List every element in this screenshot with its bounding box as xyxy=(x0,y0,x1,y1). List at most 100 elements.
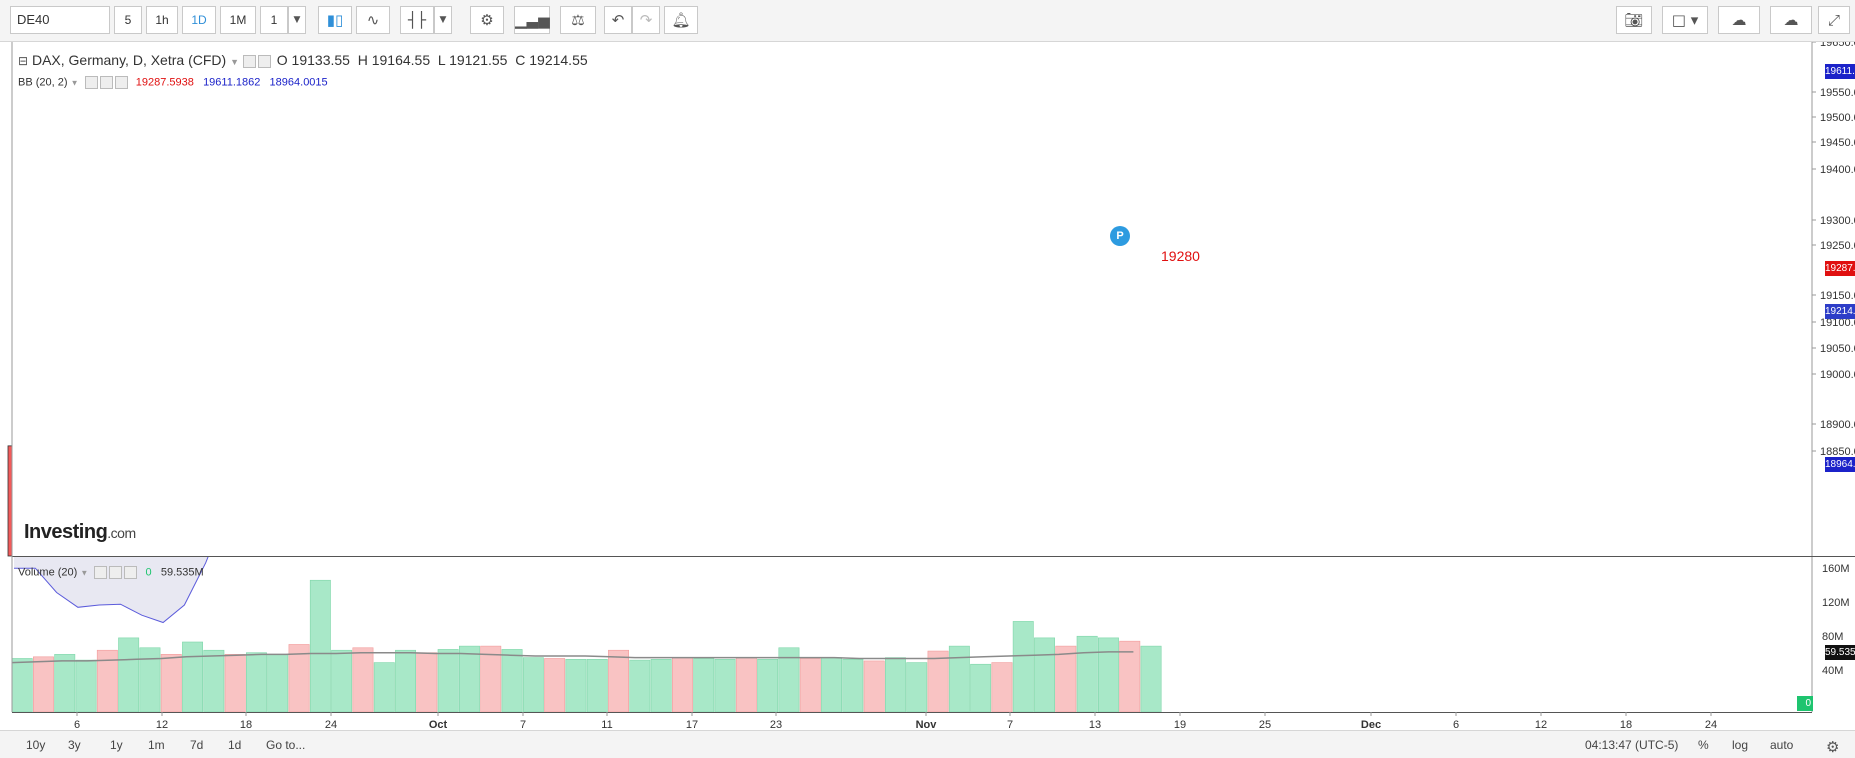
time-tick-label: 19 xyxy=(1174,719,1186,730)
toolbar: DE40 5 1h 1D 1M 1 ▼ ▮▯ ∿ ┤├ ▼ ⚙ ▁▃▅ ⚖ ↶ … xyxy=(0,0,1855,42)
volume-bar xyxy=(1140,645,1162,713)
fullscreen-icon[interactable]: ⤢ xyxy=(1818,6,1850,34)
volume-bar xyxy=(416,652,438,713)
undo-icon[interactable]: ↶ xyxy=(604,6,632,34)
interval-5[interactable]: 5 xyxy=(114,6,142,34)
time-tick-label: 23 xyxy=(770,719,782,730)
logo-text: Investing xyxy=(24,521,108,543)
upper-band-tag: 19611.19 xyxy=(1825,64,1855,79)
symbol-input[interactable]: DE40 xyxy=(10,6,110,34)
volume-bar xyxy=(54,654,76,713)
volume-bar xyxy=(842,658,864,713)
chevron-down-icon[interactable]: ▼ xyxy=(80,568,89,578)
last-price-tag: 19214.55 xyxy=(1825,304,1855,319)
close-icon[interactable] xyxy=(124,566,138,579)
volume-bar xyxy=(799,658,821,713)
volume-bar xyxy=(821,657,843,713)
volume-value: 59.535M xyxy=(160,566,204,579)
cloud-load-icon[interactable]: ☁ xyxy=(1770,6,1812,34)
range-1y[interactable]: 1y xyxy=(110,738,123,752)
settings-icon[interactable] xyxy=(99,76,113,89)
chevron-down-icon[interactable]: ▼ xyxy=(434,6,452,34)
chevron-down-icon[interactable]: ▼ xyxy=(288,6,306,34)
close-icon[interactable] xyxy=(114,76,128,89)
layout-icon[interactable]: □ ▾ xyxy=(1662,6,1708,34)
volume-bar xyxy=(991,662,1013,713)
settings-icon[interactable] xyxy=(257,54,271,68)
range-3y[interactable]: 3y xyxy=(68,738,81,752)
camera-icon[interactable]: 📷︎ xyxy=(1616,6,1652,34)
axes: 19650.00 19550.00 19500.00 19450.00 19400.00… xyxy=(11,42,1855,730)
volume-bar xyxy=(608,649,630,713)
range-1m[interactable]: 1m xyxy=(148,738,165,752)
time-tick-label: 24 xyxy=(1705,719,1717,730)
time-tick-label: Nov xyxy=(916,719,938,730)
volume-bar xyxy=(480,645,502,713)
price-tick-label: 18900.00 xyxy=(1820,419,1855,431)
range-10y[interactable]: 10y xyxy=(26,738,46,752)
compare-balance-icon[interactable]: ⚖ xyxy=(560,6,596,34)
hide-icon[interactable] xyxy=(84,76,98,89)
line-chart-icon[interactable]: ∿ xyxy=(356,6,390,34)
cloud-save-icon[interactable]: ☁ xyxy=(1718,6,1760,34)
legend-close: C 19214.55 xyxy=(515,52,588,68)
chart-count[interactable]: 1 xyxy=(260,6,288,34)
volume-tick-label: 80M xyxy=(1822,631,1843,643)
hide-icon[interactable] xyxy=(94,566,108,579)
price-tick-label: 18850.00 xyxy=(1820,446,1855,458)
volume-bar xyxy=(714,658,736,713)
collapse-icon[interactable]: ⊟ xyxy=(18,54,29,68)
bb-label: BB (20, 2) xyxy=(18,76,68,89)
alert-bell-icon[interactable]: 🔔︎ xyxy=(664,6,698,34)
candles-icon[interactable]: ▮▯ xyxy=(318,6,352,34)
settings-gear-icon[interactable]: ⚙ xyxy=(1826,738,1840,756)
volume-bar xyxy=(501,649,523,713)
time-tick-label: 18 xyxy=(240,719,252,730)
interval-1m[interactable]: 1M xyxy=(220,6,256,34)
bars-icon[interactable]: ┤├ xyxy=(400,6,434,34)
auto-toggle[interactable]: auto xyxy=(1770,738,1794,752)
chevron-down-icon[interactable]: ▼ xyxy=(230,57,239,67)
chevron-down-icon[interactable]: ▼ xyxy=(70,78,79,88)
volume-bar xyxy=(906,662,928,713)
volume-tick-label: 40M xyxy=(1822,665,1843,677)
time-tick-label: 12 xyxy=(156,719,168,730)
price-tick-label: 19000.00 xyxy=(1820,369,1855,381)
interval-1h[interactable]: 1h xyxy=(146,6,178,34)
goto-link[interactable]: Go to... xyxy=(266,738,306,752)
interval-1d[interactable]: 1D xyxy=(182,6,216,34)
lower-band-tag: 18964.00 xyxy=(1825,457,1855,472)
volume-bar xyxy=(224,654,246,713)
price-pane-bg xyxy=(12,42,1812,556)
time-tick-label: 7 xyxy=(520,719,526,730)
range-1d[interactable]: 1d xyxy=(228,738,242,752)
redo-icon[interactable]: ↷ xyxy=(632,6,660,34)
percent-toggle[interactable]: % xyxy=(1698,738,1709,752)
hide-icon[interactable] xyxy=(242,54,256,68)
pin-marker[interactable]: P xyxy=(1110,226,1130,246)
volume-bar xyxy=(437,649,459,713)
volume-bar xyxy=(970,663,992,713)
volume-bar xyxy=(267,654,289,713)
volume-bar xyxy=(884,657,906,713)
volume-zero: 0 xyxy=(145,566,152,579)
volume-bar xyxy=(1012,621,1034,713)
volume-bar xyxy=(11,658,33,713)
volume-bar xyxy=(75,659,97,713)
clock: 04:13:47 (UTC-5) xyxy=(1585,738,1679,752)
volume-bar xyxy=(1098,637,1119,713)
volume-bar xyxy=(352,647,374,713)
bb-lower-value: 18964.0015 xyxy=(269,76,328,89)
volume-bar xyxy=(948,645,970,713)
time-tick-label: 6 xyxy=(1453,719,1459,730)
volume-bar xyxy=(544,658,566,713)
settings-icon[interactable] xyxy=(109,566,123,579)
volume-tick-label: 120M xyxy=(1822,597,1850,609)
indicators-icon[interactable]: ▁▃▅ xyxy=(514,6,550,34)
price-chart[interactable]: 19650.00 19550.00 19500.00 19450.00 19400.00… xyxy=(0,42,1855,730)
volume-bar xyxy=(671,657,693,713)
log-toggle[interactable]: log xyxy=(1732,738,1749,752)
range-7d[interactable]: 7d xyxy=(190,738,204,752)
settings-gear-icon[interactable]: ⚙ xyxy=(470,6,504,34)
volume-bar xyxy=(735,657,757,713)
